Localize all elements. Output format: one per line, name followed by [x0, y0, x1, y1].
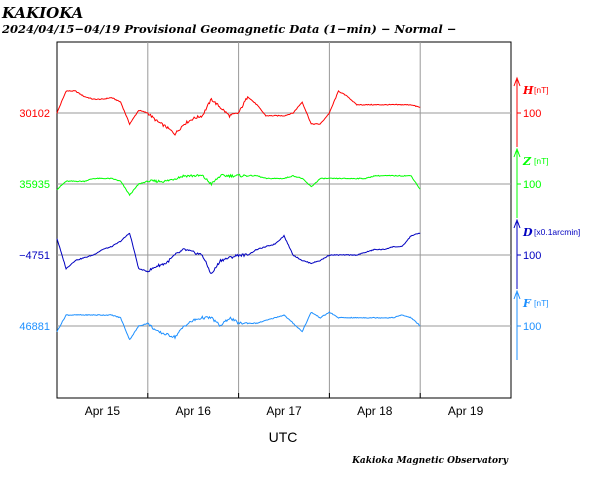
- component-unit-d: [x0.1arcmin]: [534, 227, 580, 237]
- x-tick-label: Apr 15: [85, 404, 121, 418]
- component-unit-h: [nT]: [534, 85, 549, 95]
- scale-value-z: 100: [523, 179, 541, 191]
- base-labels: 30102 35935 −4751 46881: [19, 108, 50, 333]
- component-unit-f: [nT]: [534, 298, 549, 308]
- x-tick-label: Apr 18: [357, 404, 393, 418]
- x-tick-label: Apr 17: [266, 404, 302, 418]
- component-name-h: H: [522, 84, 534, 97]
- scale-value-f: 100: [523, 321, 541, 333]
- base-label-d: −4751: [19, 250, 50, 262]
- chart-subtitle: 2024/04/15−04/19 Provisional Geomagnetic…: [2, 22, 457, 36]
- base-label-z: 35935: [19, 179, 50, 191]
- base-label-f: 46881: [19, 321, 50, 333]
- component-unit-z: [nT]: [534, 156, 549, 166]
- scale-arrow-d: [513, 218, 521, 229]
- x-tick-label: Apr 16: [176, 404, 212, 418]
- scale-value-h: 100: [523, 108, 541, 120]
- component-name-z: Z: [522, 155, 532, 168]
- component-name-d: D: [522, 226, 533, 239]
- observatory-credit: Kakioka Magnetic Observatory: [352, 456, 508, 466]
- trace-f: [56, 311, 421, 341]
- scale-arrow-h: [513, 76, 521, 87]
- chart-traces: [56, 90, 421, 341]
- base-label-h: 30102: [19, 108, 50, 120]
- scale-value-d: 100: [523, 250, 541, 262]
- x-axis: Apr 15 Apr 16 Apr 17 Apr 18 Apr 19: [56, 393, 512, 418]
- x-tick-label: Apr 19: [448, 404, 484, 418]
- chart-title: KAKIOKA: [2, 4, 84, 22]
- title-block: KAKIOKA 2024/04/15−04/19 Provisional Geo…: [2, 4, 456, 37]
- chart-grid: [56, 41, 512, 399]
- trace-z: [56, 173, 421, 197]
- trace-d: [56, 232, 421, 274]
- x-axis-label: UTC: [269, 429, 298, 445]
- trace-h: [56, 90, 421, 136]
- scale-arrow-z: [513, 147, 521, 158]
- plot-frame: [56, 41, 512, 399]
- scale-arrow-f: [513, 289, 521, 300]
- component-name-f: F: [522, 297, 532, 310]
